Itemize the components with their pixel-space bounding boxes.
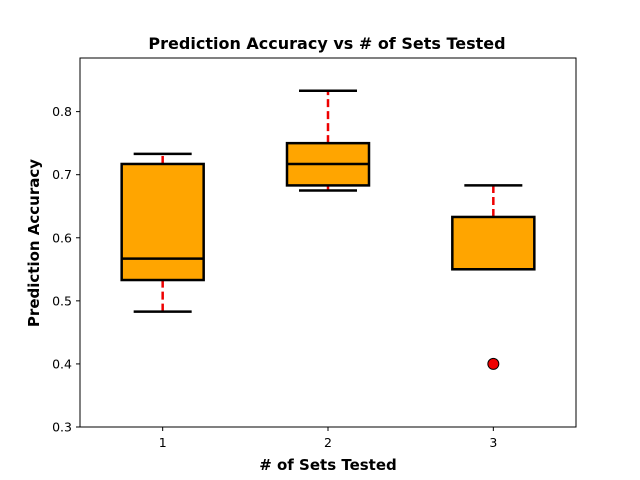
box-group-3: [451, 184, 536, 370]
y-tick-label: 0.7: [52, 167, 72, 182]
box-group-2: [285, 89, 371, 192]
x-tick-label: 2: [324, 435, 332, 450]
y-tick-label: 0.6: [52, 230, 72, 245]
chart-title: Prediction Accuracy vs # of Sets Tested: [148, 34, 505, 53]
box-group-1: [120, 152, 205, 313]
y-axis: 0.3 0.4 0.5 0.6 0.7 0.8: [52, 104, 80, 435]
y-tick-label: 0.3: [52, 420, 72, 435]
box-iqr: [120, 162, 205, 282]
x-tick-label: 1: [159, 435, 167, 450]
y-tick-label: 0.8: [52, 104, 72, 119]
x-axis-label: # of Sets Tested: [259, 456, 397, 474]
box-iqr: [451, 215, 536, 271]
boxes-layer: [120, 89, 536, 370]
y-tick-label: 0.4: [52, 356, 72, 371]
outlier-point: [487, 357, 500, 370]
y-axis-label: Prediction Accuracy: [25, 159, 43, 327]
x-tick-label: 3: [489, 435, 497, 450]
x-axis: 1 2 3: [159, 427, 497, 450]
y-tick-label: 0.5: [52, 293, 72, 308]
